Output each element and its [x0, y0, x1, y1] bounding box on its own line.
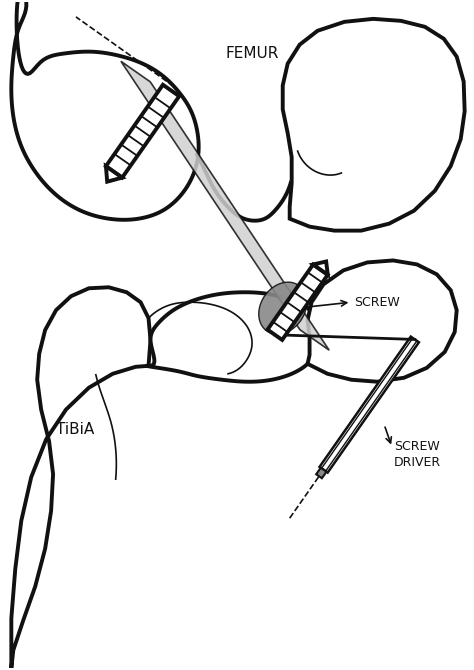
- Polygon shape: [106, 85, 179, 178]
- Text: SCREW
DRIVER: SCREW DRIVER: [394, 440, 441, 469]
- Polygon shape: [308, 261, 457, 382]
- Polygon shape: [11, 287, 151, 668]
- Polygon shape: [106, 166, 122, 182]
- Polygon shape: [316, 468, 327, 478]
- Polygon shape: [259, 282, 307, 334]
- Polygon shape: [319, 336, 419, 472]
- Text: TiBiA: TiBiA: [56, 422, 94, 437]
- Polygon shape: [267, 265, 328, 340]
- Polygon shape: [313, 261, 328, 275]
- Polygon shape: [147, 292, 321, 382]
- Polygon shape: [283, 19, 465, 230]
- Polygon shape: [11, 0, 199, 220]
- Text: FEMUR: FEMUR: [225, 46, 278, 61]
- Text: SCREW: SCREW: [354, 295, 400, 309]
- Polygon shape: [121, 61, 329, 350]
